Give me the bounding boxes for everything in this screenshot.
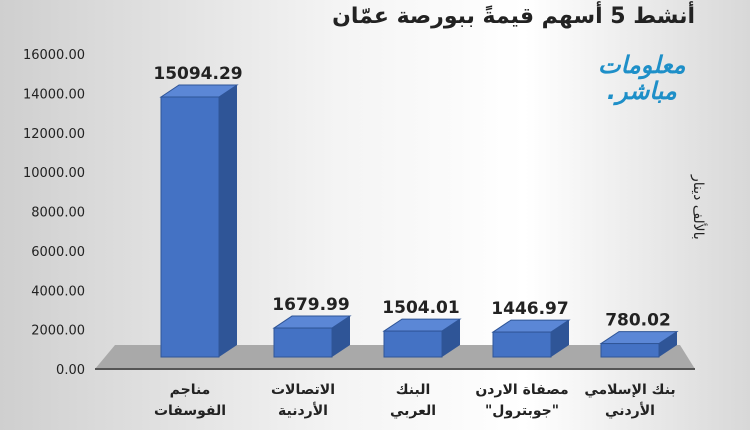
y-tick-label: 2000.00	[31, 324, 85, 339]
logo: معلومات مباشر.	[598, 52, 686, 104]
bar-side	[659, 331, 677, 357]
x-tick-label: البنك	[396, 382, 431, 398]
bar	[160, 96, 220, 358]
y-tick-label: 14000.00	[23, 87, 85, 102]
x-tick-label: مصفاة الاردن	[475, 382, 568, 398]
x-tick-label: بنك الإسلامي	[584, 382, 675, 398]
x-tick-label: "جوبترول"	[485, 403, 559, 419]
x-tick-label: الأردني	[605, 402, 655, 419]
x-tick-label: العربي	[390, 403, 436, 419]
y-tick-label: 6000.00	[31, 245, 85, 260]
y-tick-label: 12000.00	[23, 127, 85, 142]
logo-line2: مباشر.	[606, 77, 677, 105]
data-label: 1446.97	[491, 299, 568, 319]
x-tick-label: الأردنية	[278, 402, 328, 419]
data-label: 15094.29	[153, 64, 242, 84]
y-tick-label: 8000.00	[31, 206, 85, 221]
bar	[383, 330, 443, 358]
data-label: 1679.99	[272, 295, 349, 315]
x-tick-label: الفوسفات	[154, 403, 226, 419]
x-tick-label: مناجم	[170, 382, 211, 398]
y-tick-label: 0.00	[56, 363, 85, 378]
y-tick-label: 10000.00	[23, 166, 85, 181]
bar-side	[219, 84, 237, 358]
y-axis-label: بالألف دينار	[690, 175, 706, 240]
logo-line1: معلومات	[598, 51, 686, 79]
bar	[600, 343, 660, 358]
y-tick-label: 4000.00	[31, 284, 85, 299]
bar-side	[332, 316, 350, 357]
bar	[273, 327, 333, 358]
bar	[492, 331, 552, 358]
data-label: 780.02	[605, 311, 671, 331]
data-label: 1504.01	[382, 298, 459, 318]
chart-title: أنشط 5 أسهم قيمةً ببورصة عمّان	[332, 4, 695, 29]
x-tick-label: الاتصالات	[271, 382, 335, 398]
y-tick-label: 16000.00	[23, 48, 85, 63]
